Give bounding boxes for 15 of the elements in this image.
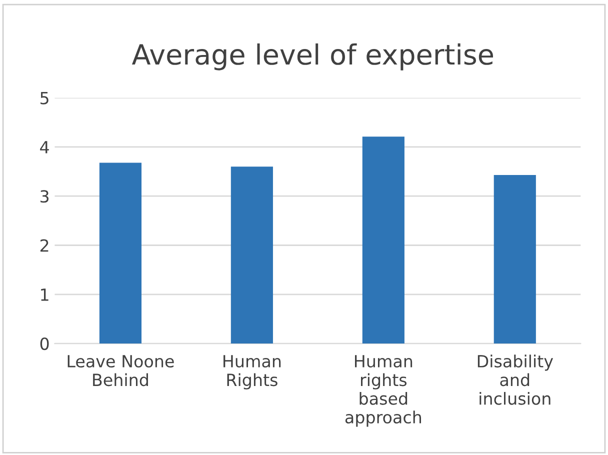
y-tick-label: 4 [40, 141, 49, 154]
x-tick-label: Human Rights [224, 355, 281, 390]
x-tick-label: Human rights based approach [345, 355, 421, 427]
y-tick-label: 0 [40, 337, 49, 350]
bar [362, 136, 404, 344]
y-tick-label: 5 [40, 92, 48, 104]
y-tick-label: 3 [40, 190, 49, 203]
bar [494, 174, 536, 344]
y-tick-label: 1 [41, 288, 48, 301]
y-tick-label: 2 [40, 239, 48, 252]
bar [99, 162, 142, 344]
x-tick-label: Leave Noone Behind [68, 355, 174, 386]
chart-title: Average level of expertise [132, 43, 494, 70]
x-tick-label: Disability and inclusion [478, 354, 554, 405]
bar [230, 166, 273, 344]
